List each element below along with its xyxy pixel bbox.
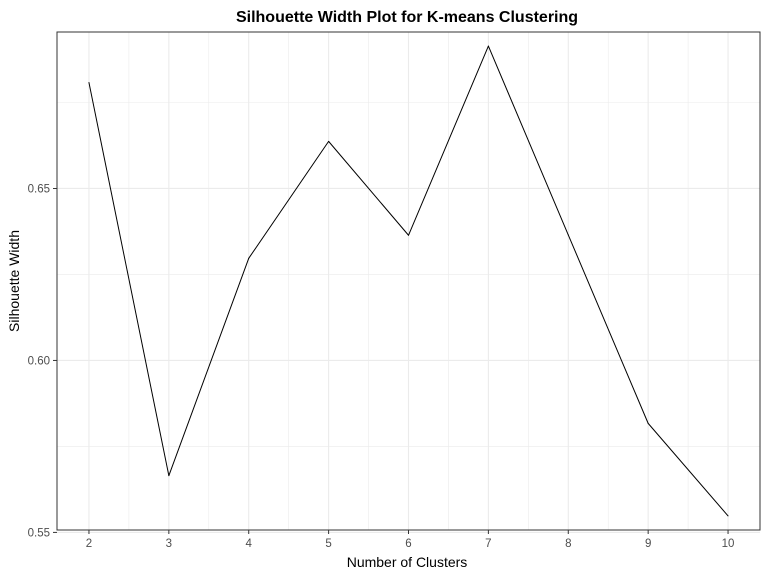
data-point (168, 475, 170, 477)
x-tick-label: 3 (166, 538, 172, 550)
data-point (487, 45, 489, 47)
data-point (408, 234, 409, 236)
data-point (727, 515, 729, 517)
y-tick-label: 0.55 (28, 527, 50, 539)
axes: 2 3 4 5 6 7 8 9 10 0.55 0.60 0.65 (28, 183, 735, 550)
data-point (328, 140, 330, 142)
x-tick-label: 7 (485, 538, 491, 550)
data-point (647, 422, 649, 424)
x-tick-label: 9 (645, 538, 651, 550)
grid-lines (57, 32, 760, 533)
y-tick-label: 0.65 (28, 183, 50, 195)
x-axis-title: Number of Clusters (347, 554, 468, 570)
y-axis-title: Silhouette Width (6, 230, 22, 332)
x-tick-label: 2 (86, 538, 92, 550)
x-tick-label: 4 (246, 538, 253, 550)
data-point (567, 234, 569, 236)
x-tick-label: 6 (405, 538, 411, 550)
x-tick-label: 10 (722, 538, 735, 550)
data-point (88, 82, 90, 84)
y-tick-label: 0.60 (28, 355, 50, 367)
chart-title: Silhouette Width Plot for K-means Cluste… (236, 9, 578, 26)
series-layer (88, 45, 729, 517)
x-tick-label: 5 (325, 538, 331, 550)
x-tick-label: 8 (565, 538, 571, 550)
data-point (248, 257, 250, 259)
